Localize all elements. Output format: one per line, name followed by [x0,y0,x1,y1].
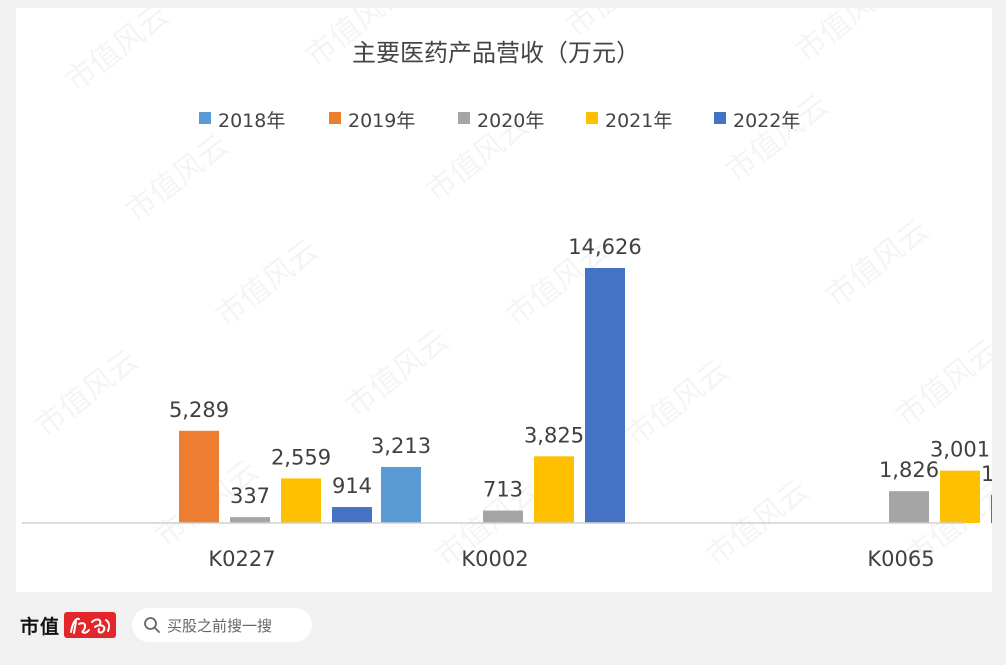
data-label: 914 [332,474,372,498]
legend-label: 2018年 [218,110,285,132]
data-label: 1,826 [879,458,939,482]
data-label: 1,618 [981,462,992,486]
x-tick-label: K0227 [208,547,275,571]
brand-text: 市值 [20,615,61,638]
data-label: 14,626 [568,235,641,259]
watermark-text: 市值风云 [209,233,325,334]
brand-logo[interactable]: 市值 [20,611,117,639]
bar [381,466,421,523]
chart-title: 主要医药产品营收（万元） [352,39,640,67]
watermark-text: 市值风云 [719,88,835,189]
bar [889,491,929,523]
legend-swatch [714,112,726,124]
chart-card: 市值风云 市值风云 市值风云 市值风云 市值风云 市值风云 市值风云 市值风云 市值风云 市值风云… [16,8,992,592]
bar [230,517,270,523]
bar [991,494,992,523]
search-box[interactable]: 买股之前搜一搜 [132,608,312,642]
data-label: 2,559 [271,445,331,469]
search-placeholder: 买股之前搜一搜 [167,616,273,635]
legend-label: 2021年 [605,110,672,132]
data-label: 3,001 [930,438,990,462]
watermark-text: 市值风云 [819,213,935,314]
bar [332,507,372,523]
bar [534,456,574,523]
bar [585,268,625,523]
footer-bar: 市值 买股之前搜一搜 [0,600,1006,658]
data-label: 3,213 [371,434,431,458]
search-icon [144,617,160,633]
legend-label: 2019年 [348,110,415,132]
legend-swatch [586,112,598,124]
bar [179,430,219,523]
watermark-text: 市值风云 [119,128,235,229]
watermark-text: 市值风云 [339,323,455,424]
bar [483,510,523,523]
bar [281,478,321,523]
data-label: 5,289 [169,398,229,422]
watermark-text: 市值风云 [59,8,175,99]
data-label: 337 [230,484,270,508]
legend-swatch [458,112,470,124]
watermark-text: 市值风云 [619,353,735,454]
brand-mark-icon [64,612,117,638]
x-tick-label: K0002 [461,547,528,571]
legend-label: 2022年 [733,110,800,132]
bar [940,470,980,523]
data-label: 713 [483,478,523,502]
legend-swatch [329,112,341,124]
watermark-text: 市值风云 [789,8,905,69]
watermark-text: 市值风云 [889,333,992,434]
data-label: 3,825 [524,423,584,447]
x-tick-label: K0065 [867,547,934,571]
legend-label: 2020年 [477,110,544,132]
legend-swatch [199,112,211,124]
watermark-text: 市值风云 [29,343,145,444]
